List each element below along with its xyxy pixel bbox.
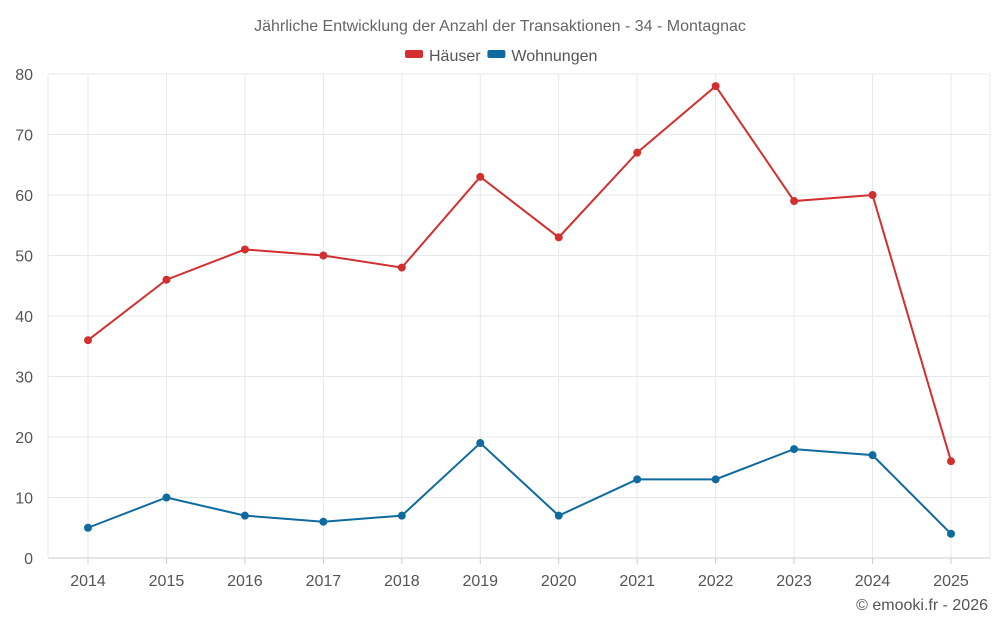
- data-point[interactable]: [790, 197, 799, 206]
- series-group: [84, 82, 955, 538]
- x-tick-label: 2014: [70, 573, 106, 590]
- x-tick-label: 2024: [855, 573, 891, 590]
- chart-title: Jährliche Entwicklung der Anzahl der Tra…: [254, 18, 746, 35]
- data-point[interactable]: [319, 251, 328, 260]
- data-point[interactable]: [397, 263, 406, 272]
- data-point[interactable]: [84, 523, 92, 532]
- y-tick-label: 20: [15, 430, 33, 447]
- x-tick-label: 2017: [306, 573, 342, 590]
- data-point[interactable]: [554, 511, 563, 520]
- data-point[interactable]: [476, 439, 485, 448]
- data-point[interactable]: [240, 511, 249, 520]
- data-point[interactable]: [397, 511, 406, 520]
- data-point[interactable]: [633, 475, 642, 484]
- data-point[interactable]: [319, 517, 328, 526]
- legend-label: Häuser: [429, 48, 481, 65]
- data-point[interactable]: [84, 336, 92, 345]
- x-tick-label: 2022: [698, 573, 734, 590]
- data-point[interactable]: [711, 82, 720, 91]
- x-axis: 2014 2015 2016 2017 2018 2019 2020 2021 2022 2023…: [70, 558, 969, 590]
- data-point[interactable]: [711, 475, 720, 484]
- data-point[interactable]: [476, 172, 485, 181]
- y-tick-label: 0: [24, 551, 33, 568]
- series-1: [84, 82, 955, 466]
- data-point[interactable]: [868, 191, 877, 199]
- x-tick-label: 2023: [776, 573, 812, 590]
- copyright-text: © emooki.fr - 2026: [856, 597, 988, 614]
- x-tick-label: 2019: [462, 573, 498, 590]
- y-tick-label: 60: [15, 188, 33, 205]
- y-tick-label: 10: [15, 491, 33, 508]
- legend-swatch: [405, 50, 423, 58]
- data-point[interactable]: [554, 233, 563, 242]
- y-tick-label: 30: [15, 370, 33, 387]
- legend-item[interactable]: Wohnungen: [487, 48, 597, 65]
- data-point[interactable]: [162, 275, 171, 284]
- legend-label: Wohnungen: [511, 48, 597, 65]
- data-point[interactable]: [162, 493, 171, 502]
- series-2: [84, 439, 955, 538]
- data-point[interactable]: [240, 245, 249, 254]
- x-tick-label: 2020: [541, 573, 577, 590]
- data-point[interactable]: [947, 529, 955, 538]
- x-tick-label: 2025: [933, 573, 969, 590]
- x-tick-label: 2021: [619, 573, 655, 590]
- y-axis: 0 10 20 30 40 50 60 70 80: [15, 67, 33, 568]
- x-tick-label: 2015: [149, 573, 185, 590]
- series-line: [87, 441, 952, 535]
- grid: [47, 73, 991, 559]
- data-point[interactable]: [633, 148, 642, 157]
- legend-swatch: [487, 50, 506, 58]
- data-point[interactable]: [790, 445, 799, 454]
- y-tick-label: 70: [15, 128, 33, 145]
- data-point[interactable]: [947, 457, 955, 466]
- y-tick-label: 40: [15, 309, 33, 326]
- y-tick-label: 50: [15, 249, 33, 266]
- legend-item[interactable]: Häuser: [405, 48, 481, 65]
- data-point[interactable]: [868, 451, 877, 460]
- legend: Häuser Wohnungen: [405, 48, 597, 65]
- x-tick-label: 2018: [384, 573, 420, 590]
- series-line: [87, 84, 952, 462]
- y-tick-label: 80: [15, 67, 33, 84]
- x-tick-label: 2016: [227, 573, 263, 590]
